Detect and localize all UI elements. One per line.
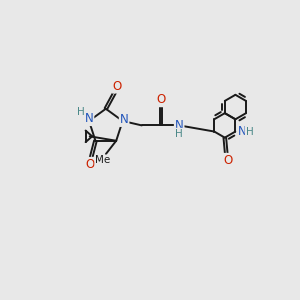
Text: N: N [238,125,246,138]
Text: H: H [77,106,85,117]
Text: H: H [246,127,254,136]
Text: O: O [223,154,232,167]
Text: O: O [112,80,122,93]
Text: N: N [85,112,93,125]
Text: O: O [156,93,166,106]
Text: N: N [175,119,184,132]
Text: H: H [175,129,183,139]
Text: O: O [85,158,94,171]
Text: Me: Me [95,155,111,166]
Text: N: N [120,113,128,126]
